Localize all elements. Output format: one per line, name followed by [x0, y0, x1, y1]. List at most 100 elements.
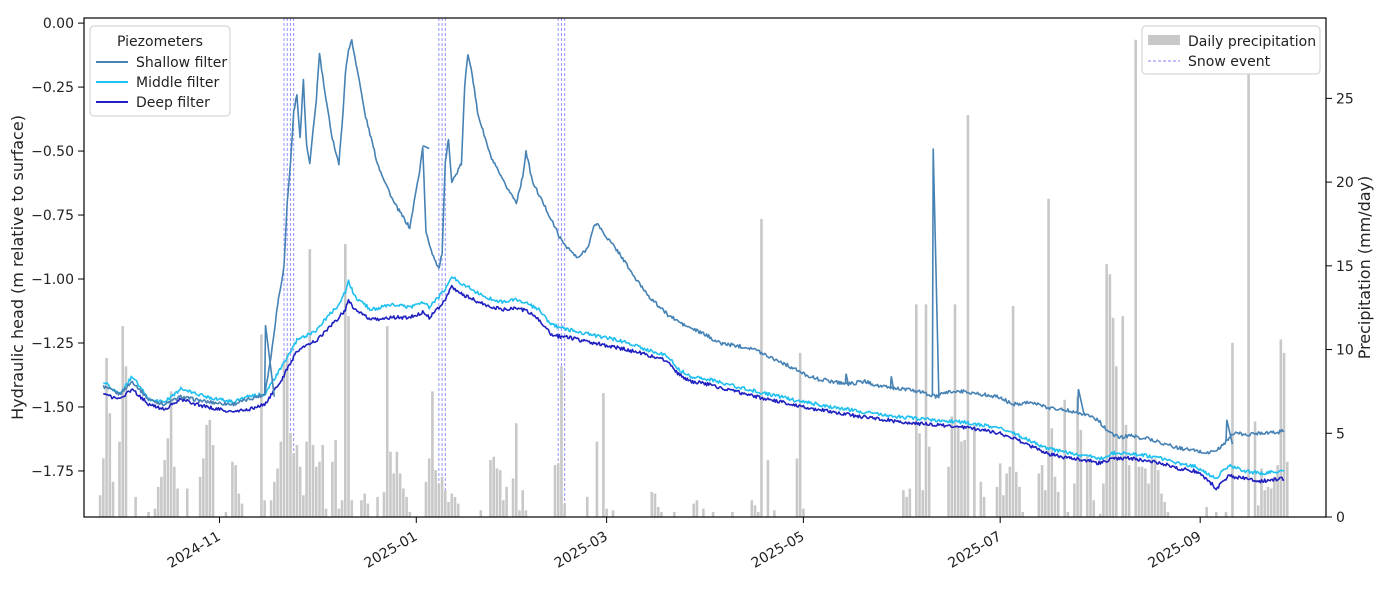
- precipitation-bar: [1047, 198, 1050, 517]
- precipitation-bar: [282, 361, 286, 517]
- legend-title: Piezometers: [117, 34, 203, 50]
- precipitation-bar: [276, 468, 279, 517]
- precipitation-bar: [347, 316, 350, 517]
- precipitation-bar: [924, 304, 928, 517]
- precipitation-bar: [766, 460, 770, 517]
- precipitation-bar: [279, 441, 283, 517]
- precipitation-bar: [1153, 458, 1157, 517]
- precipitation-bar: [237, 493, 241, 517]
- precipitation-bar: [966, 115, 970, 518]
- precipitation-bar: [760, 218, 763, 518]
- precipitation-bar: [927, 446, 931, 517]
- precipitation-bar: [1008, 466, 1012, 517]
- precipitation-bar: [673, 511, 676, 517]
- precipitation-bar: [302, 495, 305, 517]
- precipitation-bar: [1256, 505, 1260, 517]
- precipitation-bar: [1124, 424, 1128, 517]
- precipitation-bar: [224, 511, 228, 517]
- precipitation-bar: [285, 352, 289, 517]
- precipitation-bar: [350, 500, 354, 517]
- series-spike: [889, 376, 895, 391]
- precipitation-bar: [447, 501, 450, 517]
- legend-box: [1141, 25, 1321, 75]
- precipitation-bar: [202, 458, 205, 517]
- precipitation-bar: [298, 466, 302, 517]
- series-spike: [1225, 419, 1234, 445]
- precipitation-bar: [795, 458, 799, 517]
- precipitation-bar: [363, 493, 366, 517]
- precipitation-bar: [1285, 461, 1289, 517]
- precipitation-bar: [915, 304, 918, 517]
- precipitation-bar: [111, 481, 115, 517]
- precipitation-bar: [376, 496, 379, 517]
- precipitation-bar: [311, 444, 315, 517]
- precipitation-bar: [1163, 501, 1166, 517]
- series-spike: [263, 325, 276, 397]
- precipitation-bar: [518, 510, 521, 517]
- precipitation-bar: [1205, 506, 1208, 517]
- legend-label-precipitation: Daily precipitation: [1188, 34, 1316, 50]
- precipitation-bar: [973, 424, 976, 517]
- precipitation-bar: [963, 439, 966, 517]
- precipitation-bar: [1053, 476, 1057, 517]
- precipitation-bar: [147, 511, 150, 517]
- y-left-tick-label: −0.50: [31, 144, 74, 160]
- precipitation-bar: [511, 478, 515, 517]
- precipitation-bar: [1215, 511, 1218, 517]
- precipitation-bar: [1005, 473, 1008, 517]
- precipitation-bar: [234, 465, 237, 517]
- precipitation-bar: [802, 508, 805, 517]
- precipitation-bar: [98, 495, 102, 517]
- precipitation-bar: [1269, 488, 1273, 517]
- y-right-tick-label: 25: [1336, 91, 1354, 107]
- precipitation-bar: [437, 483, 441, 517]
- precipitation-bar: [1156, 470, 1160, 517]
- precipitation-bar: [998, 463, 1002, 517]
- precipitation-bar: [753, 505, 757, 517]
- legend-label-middle: Middle filter: [136, 75, 220, 91]
- precipitation-bar: [405, 496, 408, 517]
- precipitation-bar: [340, 500, 344, 517]
- precipitation-bar: [1002, 495, 1005, 517]
- precipitation-bar: [360, 500, 363, 517]
- x-tick-label: 2025-09: [1146, 529, 1205, 572]
- y-left-tick-label: −0.25: [31, 80, 74, 96]
- precipitation-bar: [711, 511, 715, 517]
- precipitation-bar: [124, 366, 128, 517]
- precipitation-bar: [385, 326, 389, 517]
- precipitation-bar: [1040, 465, 1044, 517]
- precipitation-bar: [595, 441, 599, 517]
- legend-piezometers: Piezometers Shallow filter Middle filter…: [89, 25, 231, 117]
- y-axis-left-label: Hydraulic head (m relative to surface): [8, 115, 27, 420]
- precipitation-bar: [1037, 473, 1041, 517]
- precipitation-bar: [231, 461, 234, 517]
- precipitation-bar: [434, 470, 437, 517]
- precipitation-bar: [1050, 428, 1054, 517]
- precipitation-bar: [656, 506, 660, 517]
- precipitation-bar: [169, 391, 173, 517]
- precipitation-bar: [773, 510, 776, 517]
- y-axis-left: 0.00 −0.25 −0.50 −0.75 −1.00 −1.25 −1.50 −1.75: [31, 16, 84, 480]
- precipitation-bar: [692, 503, 695, 517]
- precipitation-bar: [105, 357, 108, 517]
- legend-box: [89, 25, 231, 117]
- precipitation-bar: [524, 510, 528, 517]
- precipitation-bar: [956, 426, 960, 517]
- precipitation-bar: [402, 488, 405, 517]
- precipitation-bar: [156, 486, 160, 517]
- precipitation-bar: [1263, 490, 1266, 517]
- legend-precipitation: Daily precipitation Snow event: [1141, 25, 1321, 75]
- precipitation-bar: [102, 458, 105, 517]
- legend-label-deep: Deep filter: [136, 95, 210, 111]
- series-spike: [844, 373, 850, 387]
- precipitation-bar: [495, 468, 499, 517]
- precipitation-bar: [1140, 466, 1144, 517]
- precipitation-bar: [208, 419, 212, 517]
- head-lines: [102, 39, 1285, 491]
- precipitation-bar: [198, 476, 202, 517]
- precipitation-bar: [427, 458, 431, 517]
- precipitation-bar: [205, 424, 208, 517]
- x-tick-label: 2024-11: [165, 529, 224, 572]
- precipitation-bar: [269, 500, 273, 517]
- precipitation-bar: [1021, 511, 1025, 517]
